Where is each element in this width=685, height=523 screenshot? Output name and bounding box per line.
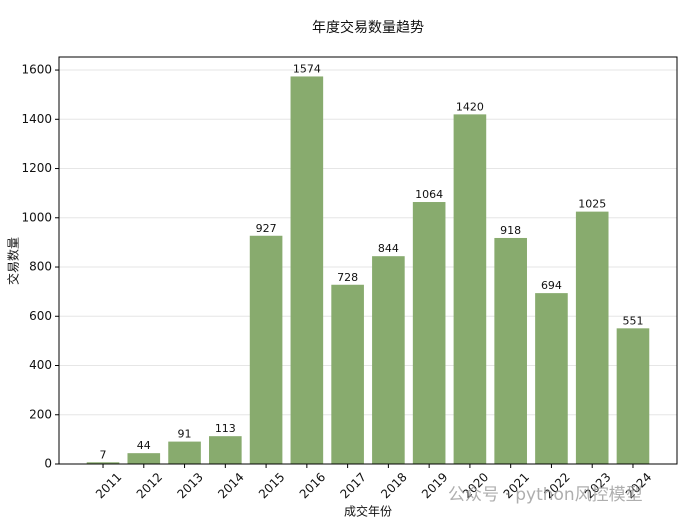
value-label: 1420 [456,100,484,113]
value-label: 113 [215,422,236,435]
watermark: 公众号 · python风控模型 [448,485,643,505]
value-label: 844 [378,242,399,255]
value-label: 927 [256,222,277,235]
value-label: 1025 [578,198,606,211]
y-tick-label: 200 [29,407,52,421]
bar [616,328,650,464]
value-label: 44 [137,439,151,452]
x-tick-label: 2019 [419,470,450,501]
bar [494,237,527,464]
value-label: 728 [337,271,358,284]
y-tick-label: 600 [29,309,52,323]
x-tick-label: 2011 [93,470,124,501]
bar [127,453,161,464]
bar [412,202,446,464]
value-label: 1574 [293,62,321,75]
x-tick-label: 2018 [378,470,409,501]
y-tick-label: 1200 [21,161,52,175]
bar [86,462,120,464]
x-tick-label: 2014 [215,470,246,501]
bar [290,76,324,465]
y-tick-label: 1000 [21,210,52,224]
y-tick-label: 800 [29,260,52,274]
y-tick-label: 1400 [21,112,52,126]
x-tick-label: 2016 [297,470,328,501]
value-label: 91 [178,428,192,441]
bar [453,114,487,465]
plot-frame [58,56,678,465]
x-tick-label: 2017 [338,470,369,501]
y-tick-label: 0 [44,457,52,471]
x-axis-label: 成交年份 [344,504,392,519]
x-tick-label: 2015 [256,470,287,501]
x-tick-label: 2012 [134,470,165,501]
bar [249,235,283,464]
bar [535,293,568,464]
bar [331,284,364,464]
y-tick-label: 400 [29,358,52,372]
bar [209,436,242,464]
bar [372,256,405,464]
chart-title: 年度交易数量趋势 [312,19,424,36]
value-label: 918 [500,224,521,237]
bar [168,441,201,464]
x-tick-label: 2013 [174,470,205,501]
value-label: 7 [100,448,107,461]
y-axis-label: 交易数量 [6,237,21,285]
value-label: 551 [622,314,643,327]
bar [575,211,609,464]
value-label: 1064 [415,188,443,201]
y-tick-label: 1600 [21,63,52,77]
value-label: 694 [541,279,562,292]
